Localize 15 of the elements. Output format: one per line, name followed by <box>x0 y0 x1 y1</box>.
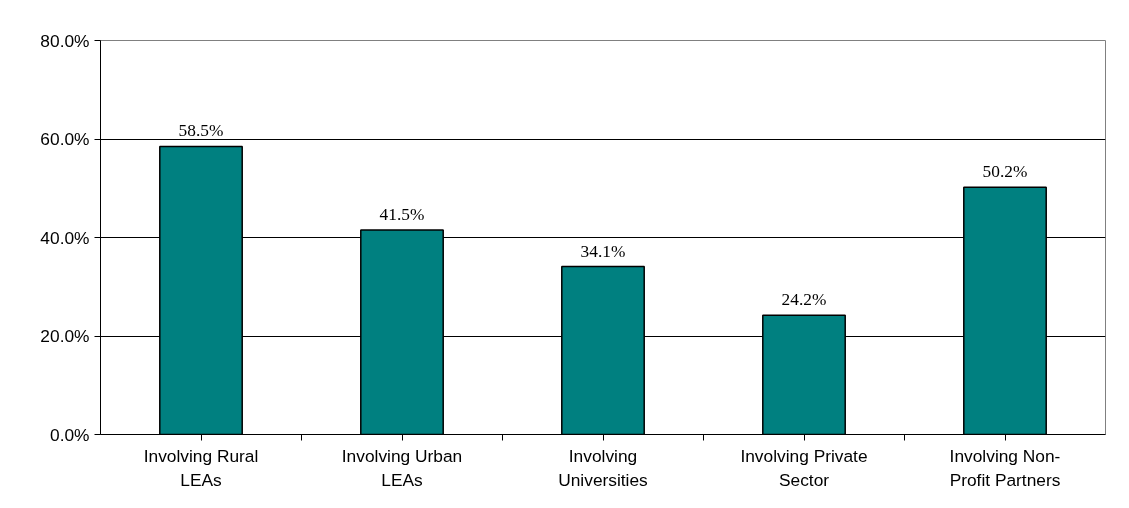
y-tick-label: 20.0% <box>40 326 90 346</box>
x-tick-label: Involving Urban LEAs <box>341 445 463 490</box>
x-tick-label: Involving Rural LEAs <box>143 445 259 490</box>
x-tick-label: Involving Private Sector <box>740 445 868 490</box>
y-tick-label: 0.0% <box>50 424 90 445</box>
data-label: 58.5% <box>178 121 224 141</box>
y-tick-label: 60.0% <box>40 129 90 149</box>
data-label: 34.1% <box>580 241 626 261</box>
data-label: 41.5% <box>379 205 425 225</box>
y-tick-label: 80.0% <box>40 30 90 51</box>
y-tick-label: 40.0% <box>40 227 90 248</box>
x-tick-label: Involving Universities <box>558 445 649 490</box>
data-label: 50.2% <box>982 162 1028 182</box>
data-label: 24.2% <box>781 290 827 310</box>
x-tick-label: Involving Non-Profit Partners <box>949 445 1061 490</box>
